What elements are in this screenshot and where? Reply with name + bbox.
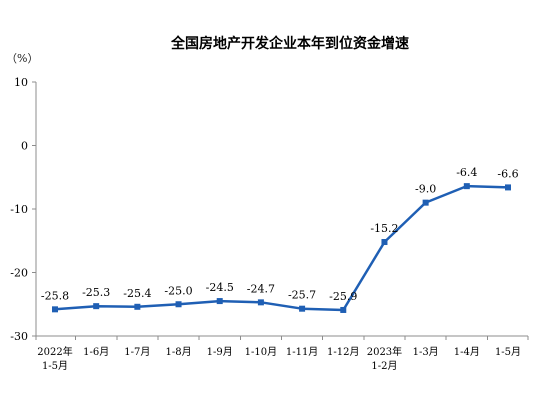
x-tick-label: 1-9月 <box>207 346 233 358</box>
data-point <box>52 306 58 313</box>
y-tick-label: -30 <box>10 330 28 343</box>
y-tick-label: 10 <box>14 76 28 89</box>
data-point <box>175 301 182 308</box>
x-tick-label: 1-5月 <box>42 360 68 372</box>
data-point <box>257 299 264 306</box>
x-tick-label: 1-4月 <box>454 346 480 358</box>
y-tick-label: -10 <box>10 203 28 216</box>
data-label: -25.3 <box>82 286 110 299</box>
data-label: -15.2 <box>370 222 398 235</box>
y-tick-label: -20 <box>10 267 28 280</box>
data-point <box>340 306 347 313</box>
data-label: -24.7 <box>247 282 275 295</box>
x-ticks: 2022年 1-5月 1-6月 1-7月 1-8月 1-9月 1-10月 1-11月 1-12月… <box>35 336 529 372</box>
data-label: -25.0 <box>164 284 192 297</box>
data-point <box>93 303 100 310</box>
x-tick-label: 1-8月 <box>165 346 191 358</box>
x-tick-label: 1-10月 <box>245 346 277 358</box>
series-line <box>54 184 509 312</box>
x-tick-label: 1-6月 <box>83 346 109 358</box>
data-point <box>299 305 306 312</box>
data-label: -25.4 <box>123 287 151 300</box>
x-tick-label: 2023年 <box>367 345 402 358</box>
data-point <box>422 199 429 206</box>
y-ticks: 10 0 -10 -20 -30 <box>10 76 36 343</box>
data-label: -24.5 <box>206 281 234 294</box>
y-unit-label: （%） <box>6 52 38 65</box>
data-point <box>381 239 388 246</box>
data-label: -25.9 <box>329 290 357 303</box>
x-tick-label: 1-2月 <box>371 360 397 372</box>
x-tick-label: 1-5月 <box>495 346 521 358</box>
data-label: -6.4 <box>456 166 477 179</box>
chart-title: 全国房地产开发企业本年到位资金增速 <box>170 35 409 52</box>
data-point <box>134 303 141 310</box>
data-point <box>463 183 470 190</box>
x-tick-label: 1-3月 <box>413 346 439 358</box>
y-tick-label: 0 <box>21 140 28 153</box>
data-point <box>216 298 223 305</box>
data-label: -6.6 <box>497 167 518 180</box>
x-tick-label: 1-7月 <box>124 346 150 358</box>
data-point <box>505 184 511 191</box>
x-tick-label: 2022年 <box>37 345 72 358</box>
data-label: -25.8 <box>41 289 69 302</box>
data-label: -9.0 <box>415 183 436 196</box>
series <box>52 183 511 313</box>
data-label: -25.7 <box>288 289 316 302</box>
x-tick-label: 1-11月 <box>286 346 318 358</box>
data-labels: -25.8 -25.3 -25.4 -25.0 -24.5 -24.7 -25.7 -25.9… <box>41 166 519 303</box>
x-tick-label: 1-12月 <box>327 346 359 358</box>
